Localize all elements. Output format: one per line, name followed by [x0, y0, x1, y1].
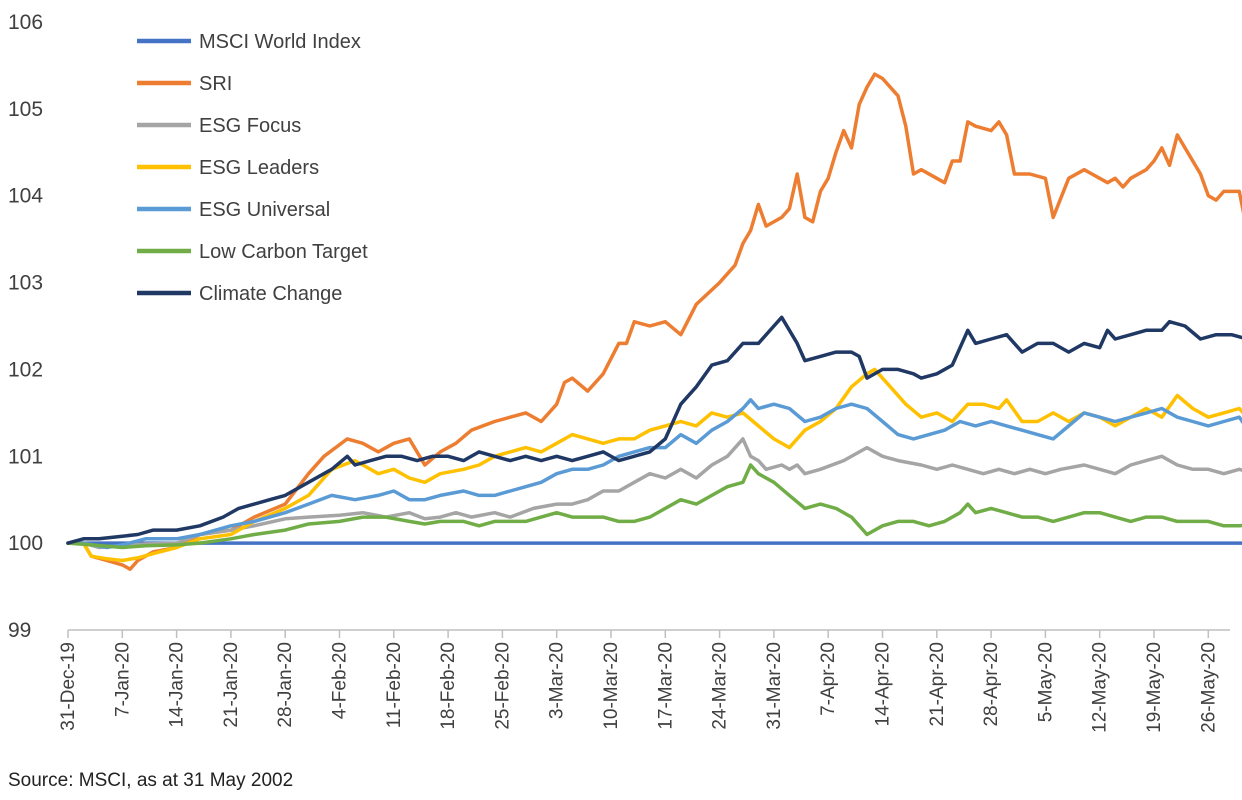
- y-tick-label: 99: [8, 619, 31, 642]
- legend-label: ESG Universal: [199, 199, 330, 221]
- series-lines: [66, 72, 1242, 571]
- y-tick-label: 100: [8, 532, 43, 555]
- series-line-esg-universal: [66, 398, 1242, 550]
- y-tick-label: 102: [8, 358, 43, 381]
- x-tick-label: 25-Feb-20: [492, 642, 513, 730]
- legend-label: MSCI World Index: [199, 31, 361, 53]
- legend-label: Low Carbon Target: [199, 241, 368, 263]
- series-line-low-carbon-target: [66, 463, 1242, 550]
- legend-label: ESG Focus: [199, 115, 301, 137]
- x-tick-label: 3-Mar-20: [547, 642, 568, 719]
- x-tick-label: 28-Jan-20: [275, 642, 296, 728]
- y-axis: 99 100 101 102 103 104 105 106: [8, 11, 43, 642]
- x-tick-label: 24-Mar-20: [710, 642, 731, 730]
- y-tick-label: 104: [8, 185, 43, 208]
- y-tick-label: 103: [8, 272, 43, 295]
- x-tick-label: 31-Dec-19: [58, 642, 79, 731]
- legend-label: Climate Change: [199, 283, 342, 305]
- x-tick-label: 4-Feb-20: [330, 642, 351, 719]
- x-tick-label: 10-Mar-20: [601, 642, 622, 730]
- x-tick-label: 7-Apr-20: [818, 642, 839, 716]
- x-tick-label: 21-Apr-20: [927, 642, 948, 727]
- x-tick-label: 18-Feb-20: [438, 642, 459, 730]
- x-tick-label: 5-May-20: [1035, 642, 1056, 722]
- source-note: Source: MSCI, as at 31 May 2002: [8, 770, 294, 791]
- x-tick-label: 26-May-20: [1198, 642, 1219, 733]
- x-axis: 31-Dec-19 7-Jan-20 14-Jan-20 21-Jan-20 28-Ja…: [58, 629, 1230, 733]
- x-tick-label: 17-Mar-20: [655, 642, 676, 730]
- y-tick-label: 105: [8, 98, 43, 121]
- legend-label: ESG Leaders: [199, 157, 319, 179]
- x-tick-label: 12-May-20: [1090, 642, 1111, 733]
- y-tick-label: 101: [8, 445, 43, 468]
- x-tick-label: 21-Jan-20: [221, 642, 242, 728]
- x-tick-label: 7-Jan-20: [112, 642, 133, 717]
- x-tick-label: 31-Mar-20: [764, 642, 785, 730]
- series-line-esg-leaders: [66, 367, 1242, 563]
- x-tick-label: 14-Apr-20: [873, 642, 894, 727]
- legend-label: SRI: [199, 73, 232, 95]
- series-line-climate-change: [66, 315, 1242, 545]
- series-line-esg-focus: [66, 437, 1242, 550]
- y-tick-label: 106: [8, 11, 43, 34]
- x-tick-label: 19-May-20: [1144, 642, 1165, 733]
- line-chart: 99 100 101 102 103 104 105 106 31-Dec-19 7-Jan-2…: [8, 11, 1242, 733]
- x-tick-label: 11-Feb-20: [384, 642, 405, 728]
- series-line-sri: [66, 72, 1242, 571]
- x-tick-label: 14-Jan-20: [167, 642, 188, 728]
- legend: MSCI World Index SRI ESG Focus ESG Leaders E…: [137, 31, 368, 305]
- x-tick-label: 28-Apr-20: [981, 642, 1002, 727]
